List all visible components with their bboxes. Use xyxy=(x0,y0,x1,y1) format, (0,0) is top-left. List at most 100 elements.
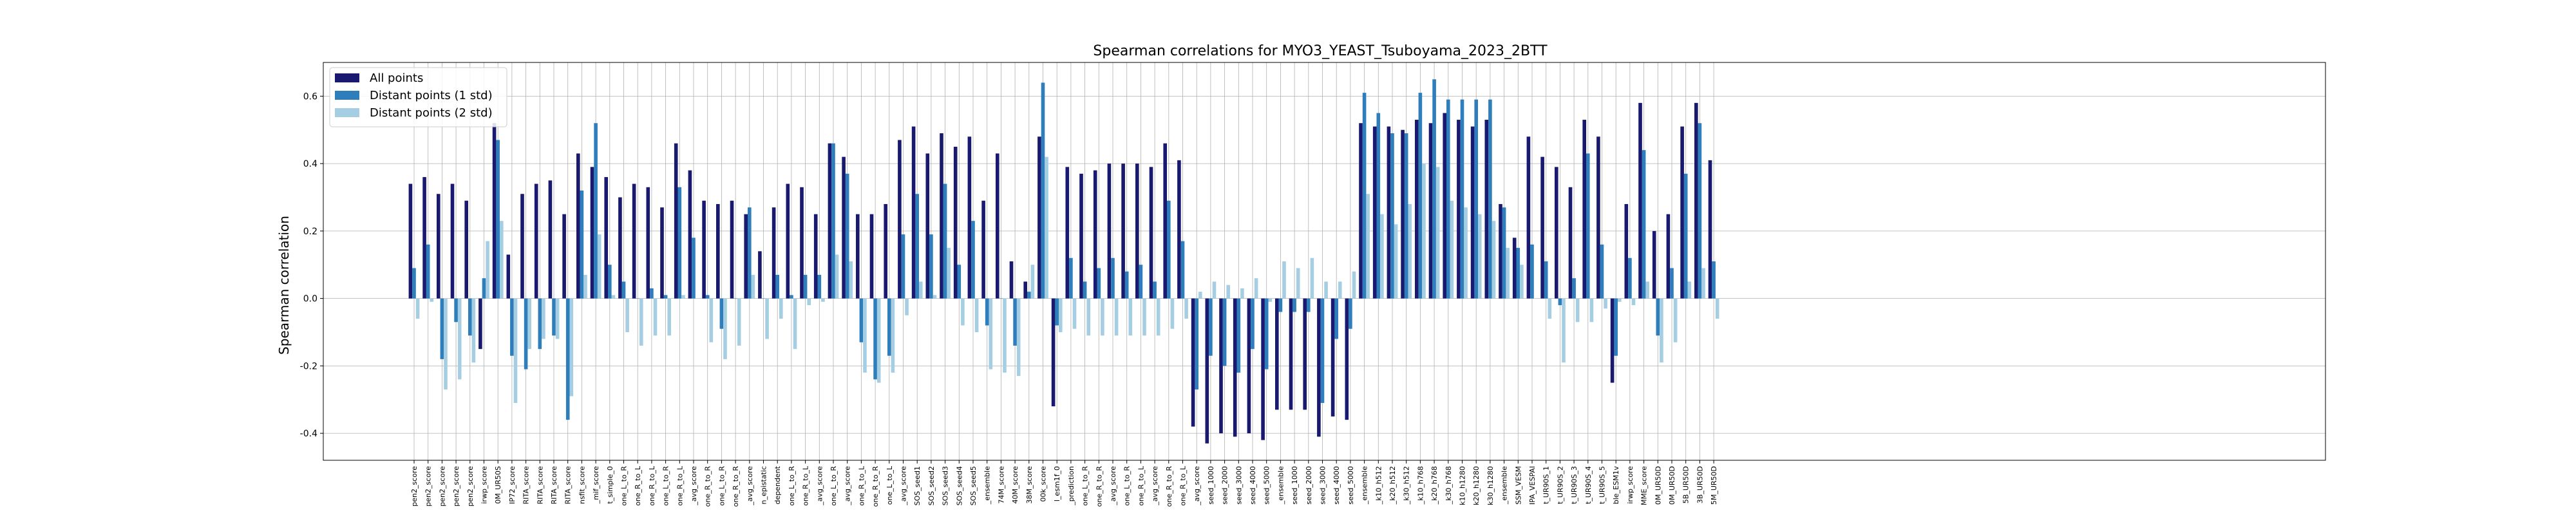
bar-2 xyxy=(1278,298,1283,312)
x-tick-label: 3B_UR50D xyxy=(1696,466,1704,503)
bar-1 xyxy=(1261,298,1265,440)
bar-1 xyxy=(1205,298,1209,444)
bar-3 xyxy=(807,298,811,306)
bar-1 xyxy=(1135,164,1139,299)
bar-1 xyxy=(1428,123,1433,299)
x-tick-label: one_L_to_R xyxy=(788,466,796,506)
bar-3 xyxy=(1618,298,1622,302)
bar-2 xyxy=(496,140,500,299)
x-tick-label: SOS_seed2 xyxy=(927,466,936,505)
bar-1 xyxy=(1093,170,1097,299)
x-tick-label: one_R_to_R xyxy=(871,466,880,507)
bar-1 xyxy=(408,183,413,299)
bar-1 xyxy=(1526,136,1531,299)
bar-2 xyxy=(901,234,905,299)
x-tick-label: nsfit_score xyxy=(578,466,586,504)
x-tick-label: t_UR90S_1 xyxy=(1542,466,1551,504)
bar-3 xyxy=(1589,298,1594,323)
bar-3 xyxy=(1072,298,1077,329)
x-tick-label: _avg_score xyxy=(844,466,852,506)
bar-2 xyxy=(1516,248,1520,299)
bar-1 xyxy=(1652,230,1656,299)
x-tick-label: _ensemble xyxy=(1276,466,1285,505)
bar-1 xyxy=(1121,164,1125,299)
bar-1 xyxy=(1065,167,1070,299)
bar-2 xyxy=(719,298,724,329)
bar-3 xyxy=(1268,298,1273,302)
bar-3 xyxy=(1198,292,1202,299)
bar-2 xyxy=(1139,265,1143,299)
x-tick-label: RITA_score xyxy=(550,466,558,505)
bar-1 xyxy=(562,214,566,299)
bar-1 xyxy=(1582,120,1586,299)
bars xyxy=(408,79,1719,444)
bar-3 xyxy=(1212,281,1217,299)
x-tick-label: MME_score xyxy=(1640,466,1649,505)
bar-3 xyxy=(821,298,825,302)
x-tick-label: _avg_score xyxy=(1109,466,1117,506)
bar-2 xyxy=(1124,271,1129,299)
bar-1 xyxy=(660,207,664,299)
bar-1 xyxy=(1512,238,1517,299)
bar-2 xyxy=(971,221,975,299)
x-tick-label: seed_1000 xyxy=(1291,466,1299,505)
bar-2 xyxy=(943,183,947,299)
x-tick-label: 74M_score xyxy=(997,466,1005,504)
bar-3 xyxy=(1282,261,1286,299)
legend-label: All points xyxy=(370,71,423,85)
bar-2 xyxy=(1404,133,1408,299)
x-tick-label: one_L_to_R xyxy=(662,466,670,506)
bar-3 xyxy=(1687,281,1692,299)
bar-3 xyxy=(639,298,643,346)
bar-1 xyxy=(604,177,608,299)
bar-1 xyxy=(1596,136,1600,299)
bar-1 xyxy=(1470,126,1475,299)
bar-1 xyxy=(1331,298,1335,417)
bar-2 xyxy=(1572,278,1576,299)
x-tick-label: pen2_score xyxy=(438,466,446,507)
x-tick-label: seed_5000 xyxy=(1347,466,1355,505)
bar-1 xyxy=(1051,298,1056,407)
bar-3 xyxy=(569,298,574,397)
bar-2 xyxy=(1628,258,1632,299)
bar-2 xyxy=(748,207,752,299)
bar-3 xyxy=(835,254,839,299)
bar-3 xyxy=(876,298,881,383)
x-tick-label: one_R_to_R xyxy=(704,466,712,507)
x-tick-label: _avg_score xyxy=(746,466,754,506)
x-tick-label: t_UR90S_5 xyxy=(1598,466,1607,504)
bar-3 xyxy=(430,298,434,302)
legend: All points Distant points (1 std) Distant … xyxy=(329,67,507,127)
bar-2 xyxy=(468,298,472,336)
x-tick-label: _ensemble xyxy=(1501,466,1509,505)
bar-1 xyxy=(422,177,426,299)
bar-1 xyxy=(1345,298,1349,420)
bar-1 xyxy=(856,214,860,299)
bar-2 xyxy=(775,274,779,299)
bar-3 xyxy=(527,298,531,350)
bar-1 xyxy=(688,170,692,299)
bar-2 xyxy=(1502,207,1506,299)
bar-3 xyxy=(1101,298,1104,336)
bar-3 xyxy=(947,248,951,299)
bar-1 xyxy=(1401,129,1405,299)
x-tick-label: 5B_UR50D xyxy=(1682,466,1690,503)
bar-2 xyxy=(482,278,486,299)
bar-2 xyxy=(524,298,528,370)
x-tick-label: seed_2000 xyxy=(1305,466,1313,505)
bar-1 xyxy=(1359,123,1363,299)
bar-1 xyxy=(1555,167,1558,299)
bar-2 xyxy=(1320,298,1325,403)
x-tick-label: 0M_UR50D xyxy=(1668,466,1676,505)
bar-2 xyxy=(1222,298,1227,366)
bar-2 xyxy=(1167,200,1171,299)
bar-3 xyxy=(625,298,629,332)
bar-2 xyxy=(1530,244,1534,299)
x-tick-label: seed_4000 xyxy=(1249,466,1257,505)
bar-3 xyxy=(597,234,601,299)
x-tick-label: RITA_score xyxy=(564,466,573,505)
bar-1 xyxy=(674,143,678,299)
y-tick-label: 0.4 xyxy=(303,159,317,169)
bar-3 xyxy=(723,298,727,359)
bar-3 xyxy=(1310,258,1314,299)
